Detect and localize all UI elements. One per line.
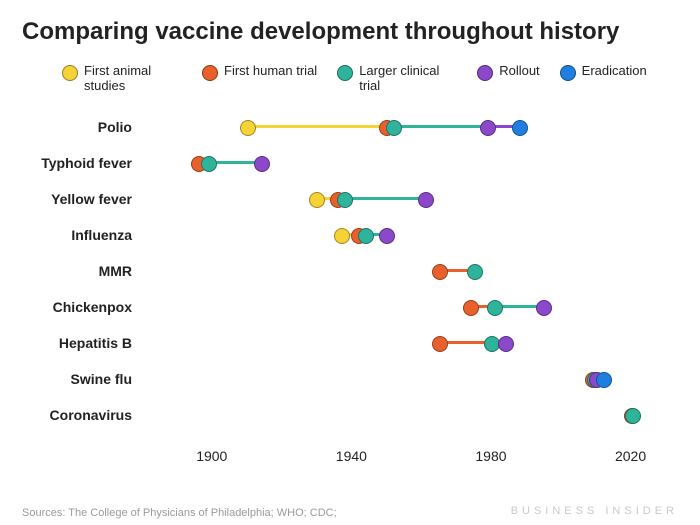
timeline-row: Influenza [22,226,648,244]
segment [344,197,424,200]
timeline-row: Yellow fever [22,190,648,208]
segment [393,125,487,128]
x-tick-label: 1940 [336,448,367,464]
legend-label: Larger clinical trial [359,64,457,94]
legend-label: First animal studies [84,64,182,94]
chart-container: Comparing vaccine development throughout… [0,0,700,525]
timeline-row: Swine flu [22,370,648,388]
row-label: MMR [22,262,132,280]
stage-point [379,228,395,244]
stage-point [512,120,528,136]
row-track [142,262,648,280]
stage-point [625,408,641,424]
stage-point [240,120,256,136]
stage-point [487,300,503,316]
row-track [142,334,648,352]
row-label: Typhoid fever [22,154,132,172]
stage-point [536,300,552,316]
legend-label: Rollout [499,64,539,79]
timeline-row: MMR [22,262,648,280]
row-track [142,370,648,388]
segment [247,125,387,128]
stage-point [418,192,434,208]
stage-point [201,156,217,172]
stage-point [337,192,353,208]
watermark: BUSINESS INSIDER [511,505,678,517]
stage-point [432,336,448,352]
row-label: Chickenpox [22,298,132,316]
row-track [142,226,648,244]
timeline-row: Coronavirus [22,406,648,424]
row-label: Influenza [22,226,132,244]
row-label: Polio [22,118,132,136]
row-track [142,190,648,208]
legend-marker-icon [62,65,78,81]
legend-marker-icon [337,65,353,81]
legend-item: Larger clinical trial [337,64,457,94]
stage-point [358,228,374,244]
legend-label: First human trial [224,64,317,79]
timeline-chart: PolioTyphoid feverYellow feverInfluenzaM… [142,114,648,469]
stage-point [498,336,514,352]
legend-item: Rollout [477,64,539,94]
row-track [142,154,648,172]
timeline-row: Hepatitis B [22,334,648,352]
timeline-row: Polio [22,118,648,136]
stage-point [467,264,483,280]
x-tick-label: 1980 [475,448,506,464]
legend-item: First animal studies [62,64,182,94]
row-label: Swine flu [22,370,132,388]
stage-point [309,192,325,208]
x-tick-label: 2020 [615,448,646,464]
legend-marker-icon [477,65,493,81]
stage-point [254,156,270,172]
timeline-row: Typhoid fever [22,154,648,172]
stage-point [432,264,448,280]
row-label: Yellow fever [22,190,132,208]
row-track [142,406,648,424]
stage-point [596,372,612,388]
row-track [142,118,648,136]
sources-text: Sources: The College of Physicians of Ph… [22,507,337,519]
chart-title: Comparing vaccine development throughout… [22,18,678,46]
row-label: Coronavirus [22,406,132,424]
stage-point [480,120,496,136]
legend-marker-icon [560,65,576,81]
legend-item: First human trial [202,64,317,94]
stage-point [386,120,402,136]
stage-point [463,300,479,316]
legend-label: Eradication [582,64,647,79]
row-label: Hepatitis B [22,334,132,352]
x-tick-label: 1900 [196,448,227,464]
timeline-row: Chickenpox [22,298,648,316]
x-axis: 1900 1940 1980 2020 [142,448,648,468]
row-track [142,298,648,316]
legend: First animal studies First human trial Lar… [22,64,678,94]
legend-marker-icon [202,65,218,81]
legend-item: Eradication [560,64,647,94]
stage-point [334,228,350,244]
